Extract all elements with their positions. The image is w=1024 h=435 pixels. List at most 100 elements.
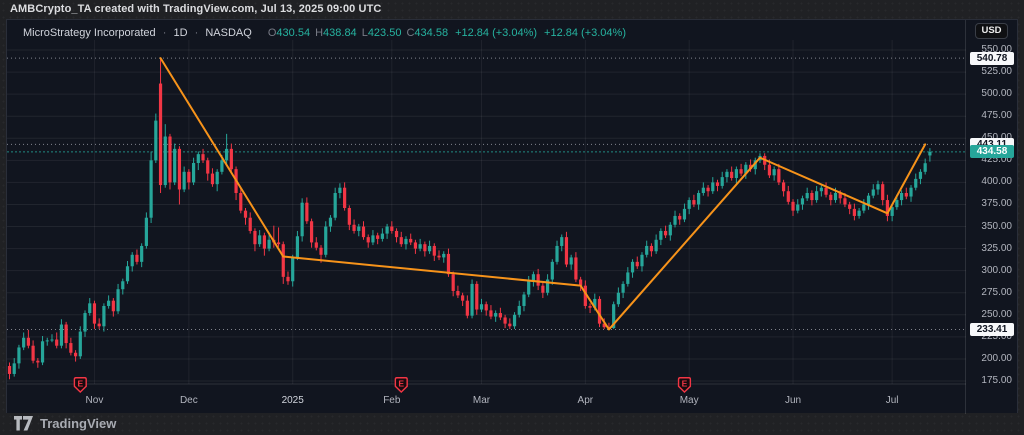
interval-label[interactable]: 1D [173, 27, 188, 39]
ohlc-field-value: 423.50 [367, 27, 402, 39]
candle-body [380, 233, 384, 239]
candle [121, 278, 125, 295]
price-tick-label: 550.00 [981, 44, 1012, 55]
candle-body [461, 295, 465, 301]
candle [564, 231, 569, 268]
candle [135, 249, 139, 265]
candle [720, 171, 724, 189]
candle-body [781, 182, 786, 192]
candle-body [555, 245, 559, 262]
candle-body [574, 257, 578, 280]
candle-body [69, 343, 73, 353]
candle-body [772, 169, 776, 176]
candle-body [739, 169, 743, 174]
candle-body [673, 215, 677, 225]
candle [338, 183, 342, 199]
earnings-shield [73, 377, 87, 393]
candle [815, 185, 819, 203]
candle-body [225, 148, 229, 161]
candle-body [899, 192, 904, 201]
candle-body [376, 235, 380, 239]
candle [125, 260, 130, 284]
candle [158, 58, 163, 193]
candle [201, 148, 205, 163]
candle-body [328, 217, 333, 227]
candle [168, 133, 172, 190]
candle-body [182, 171, 186, 190]
candle [786, 185, 790, 205]
candle-body [371, 235, 375, 243]
candle [281, 241, 285, 284]
candle [928, 148, 932, 162]
candle [763, 153, 767, 171]
candle-body [154, 120, 158, 161]
candle [267, 234, 271, 252]
trend-zigzag-line[interactable] [159, 57, 927, 331]
candle-body [857, 210, 861, 216]
candle [371, 230, 375, 246]
candle-body [682, 208, 687, 220]
price-axis[interactable]: USD 550.00 525.00 500.00 475.00 450.00 425.00… [965, 20, 1017, 414]
candle [413, 239, 418, 254]
candle-body [333, 192, 337, 218]
candle-body [597, 298, 602, 324]
candle [50, 334, 54, 343]
candle-body [385, 226, 389, 234]
candle [7, 362, 12, 380]
price-tick-label: 375.00 [981, 198, 1012, 210]
earnings-icon[interactable]: E [394, 377, 408, 393]
candle-body [616, 292, 620, 305]
candle [31, 340, 35, 364]
candle-body [890, 207, 894, 216]
earnings-icon[interactable]: E [73, 377, 87, 393]
candle-body [413, 242, 418, 249]
candle [697, 190, 701, 210]
candle-body [871, 189, 875, 196]
candle [12, 358, 16, 377]
candle-body [475, 283, 479, 310]
candle [243, 208, 248, 225]
candle-body [909, 187, 913, 197]
candle-body [725, 171, 729, 178]
candle-body [295, 236, 300, 258]
candle-body [824, 187, 828, 195]
candle-body [125, 266, 130, 282]
candle [522, 291, 526, 312]
candle [295, 230, 300, 261]
candle-body [305, 202, 309, 222]
candle [78, 326, 82, 359]
candle-body [649, 245, 654, 252]
candle [394, 228, 399, 243]
price-tick-label: 450.00 [968, 132, 1012, 143]
candle-body [399, 237, 403, 245]
candle-body [437, 255, 441, 258]
usd-currency-button[interactable]: USD [975, 23, 1008, 39]
tradingview-logo-icon [14, 415, 33, 430]
candle-body [17, 347, 21, 364]
candle [376, 232, 380, 245]
month-label: Feb [383, 395, 401, 406]
candle [17, 344, 21, 369]
candle [456, 285, 460, 299]
symbol-title[interactable]: MicroStrategy Incorporated [23, 27, 156, 39]
candle [550, 259, 554, 285]
candle [111, 298, 115, 317]
candle-body [92, 303, 97, 324]
chart-canvas[interactable]: Nov Dec 2025 Feb Mar Apr May Jun Jul E E E [7, 20, 966, 414]
candle [484, 301, 488, 316]
candle [276, 227, 281, 247]
earnings-icon[interactable]: E [677, 377, 692, 393]
candlestick-chart[interactable]: Nov Dec 2025 Feb Mar Apr May Jun Jul E E E [7, 20, 966, 414]
candle-body [220, 160, 224, 172]
candle [64, 321, 68, 349]
candle-body [715, 182, 720, 186]
candle-body [810, 192, 814, 201]
candle [432, 243, 436, 261]
tradingview-logo[interactable]: TradingView [14, 413, 116, 433]
candle-body [923, 163, 927, 172]
candle-body [324, 226, 328, 255]
candle [734, 166, 738, 184]
candle-body [876, 184, 880, 190]
candle [59, 319, 64, 349]
price-tick-label: 275.00 [981, 286, 1012, 298]
